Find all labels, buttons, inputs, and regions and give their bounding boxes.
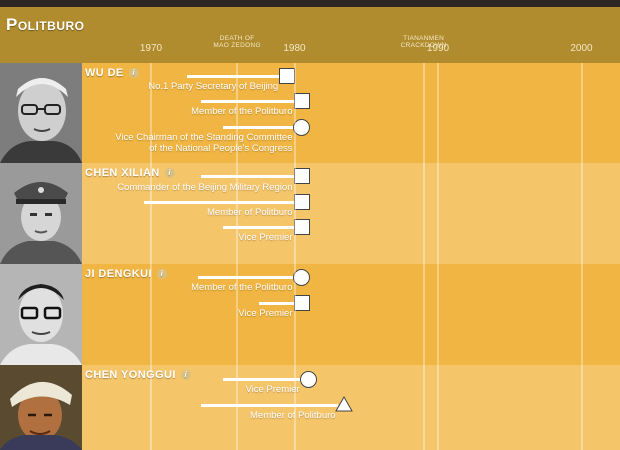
position-label: Commander of the Beijing Military Region xyxy=(117,182,292,193)
info-icon[interactable]: i xyxy=(128,68,139,78)
position-label-line1: Member of the Politburo xyxy=(191,282,293,293)
portrait-photo xyxy=(0,264,82,365)
square-marker[interactable] xyxy=(293,194,310,210)
portrait-photo xyxy=(0,365,82,450)
position-label-line1: Vice Chairman of the Standing Committee xyxy=(115,132,293,143)
person-name-text: JI DENGKUI xyxy=(85,268,152,280)
circle-marker[interactable] xyxy=(292,269,310,286)
event-label-line2: CRACKDOWN xyxy=(400,42,447,49)
year-tick-label: 1970 xyxy=(139,43,163,54)
square-marker[interactable] xyxy=(293,168,310,184)
position-bar xyxy=(222,378,302,381)
person-name-text: WU DE xyxy=(85,67,124,79)
row-band xyxy=(82,365,620,450)
triangle-marker[interactable] xyxy=(334,395,353,412)
event-label: TIANANMEN CRACKDOWN xyxy=(401,35,447,49)
info-icon[interactable]: i xyxy=(180,370,191,380)
person-row: CHEN YONGGUI i Vice Premier Member of Polit… xyxy=(0,365,620,450)
row-band xyxy=(82,264,620,365)
event-label-line1: DEATH OF xyxy=(219,35,255,42)
position-bar xyxy=(186,75,281,78)
info-icon[interactable]: i xyxy=(156,269,167,279)
event-label-line2: MAO ZEDONG xyxy=(213,42,261,49)
gridline xyxy=(293,63,296,450)
position-label-line1: Commander of the Beijing Military Region xyxy=(117,182,293,193)
position-bar xyxy=(198,276,295,279)
page-title: Politburo xyxy=(6,15,85,34)
top-strip xyxy=(0,0,620,7)
position-bar xyxy=(201,404,338,407)
position-label: Member of Politburo xyxy=(207,207,293,218)
square-marker[interactable] xyxy=(293,295,310,311)
event-gridline xyxy=(422,63,425,450)
position-bar xyxy=(222,126,295,129)
square-marker[interactable] xyxy=(279,68,296,84)
position-label-line1: Vice Premier xyxy=(238,308,293,319)
square-marker[interactable] xyxy=(293,93,310,109)
position-bar xyxy=(201,100,295,103)
portrait-photo xyxy=(0,163,82,264)
position-label: Vice Chairman of the Standing Committee o… xyxy=(115,132,292,154)
gridline xyxy=(580,63,583,450)
position-label-line1: Member of Politburo xyxy=(206,207,293,218)
person-row: WU DE i No.1 Party Secretary of Beijing Mem… xyxy=(0,63,620,163)
year-tick-label: 1980 xyxy=(283,43,306,54)
position-bar xyxy=(201,175,295,178)
position-label-line1: Member of the Politburo xyxy=(191,106,293,117)
position-bar xyxy=(222,226,295,229)
year-tick-label: 2000 xyxy=(570,43,593,54)
person-row: CHEN XILIAN i Commander of the Beijing Mil… xyxy=(0,163,620,264)
position-label: Vice Premier xyxy=(238,232,292,243)
position-label: Member of the Politburo xyxy=(191,282,292,293)
position-label-line1: Vice Premier xyxy=(238,232,293,243)
position-label: Member of the Politburo xyxy=(191,106,292,117)
position-label: Member of Politburo xyxy=(250,410,336,421)
position-bar xyxy=(258,302,295,305)
person-name: CHEN YONGGUI i xyxy=(85,369,191,381)
person-name: WU DE i xyxy=(85,67,139,79)
portrait-photo xyxy=(0,63,82,163)
position-label-line1: Vice Premier xyxy=(245,384,300,395)
position-label-line1: No.1 Party Secretary of Beijing xyxy=(148,81,279,92)
position-label-line2: of the National People's Congress xyxy=(149,143,293,154)
year-tick-label: 1990 xyxy=(426,43,450,54)
person-name-text: CHEN YONGGUI xyxy=(85,369,176,381)
circle-marker[interactable] xyxy=(299,371,317,388)
square-marker[interactable] xyxy=(293,219,310,235)
event-label-line1: TIANANMEN xyxy=(403,35,445,42)
person-name-text: CHEN XILIAN xyxy=(85,167,160,179)
info-icon[interactable]: i xyxy=(164,168,175,178)
row-band xyxy=(82,163,620,264)
gridline xyxy=(437,63,439,450)
person-name: CHEN XILIAN i xyxy=(85,167,175,179)
event-label: DEATH OF MAO ZEDONG xyxy=(213,35,260,49)
position-label: Vice Premier xyxy=(245,384,299,395)
person-name: JI DENGKUI i xyxy=(85,268,167,280)
position-bar xyxy=(143,201,295,204)
row-band xyxy=(82,63,620,163)
person-row: JI DENGKUI i Member of the Politburo Vice P… xyxy=(0,264,620,365)
position-label: No.1 Party Secretary of Beijing xyxy=(148,81,278,92)
header-bar: Politburo xyxy=(0,7,620,63)
position-label: Vice Premier xyxy=(238,308,292,319)
gridline xyxy=(150,63,152,450)
circle-marker[interactable] xyxy=(292,119,310,136)
event-gridline xyxy=(236,63,239,450)
position-label-line1: Member of Politburo xyxy=(250,410,336,421)
